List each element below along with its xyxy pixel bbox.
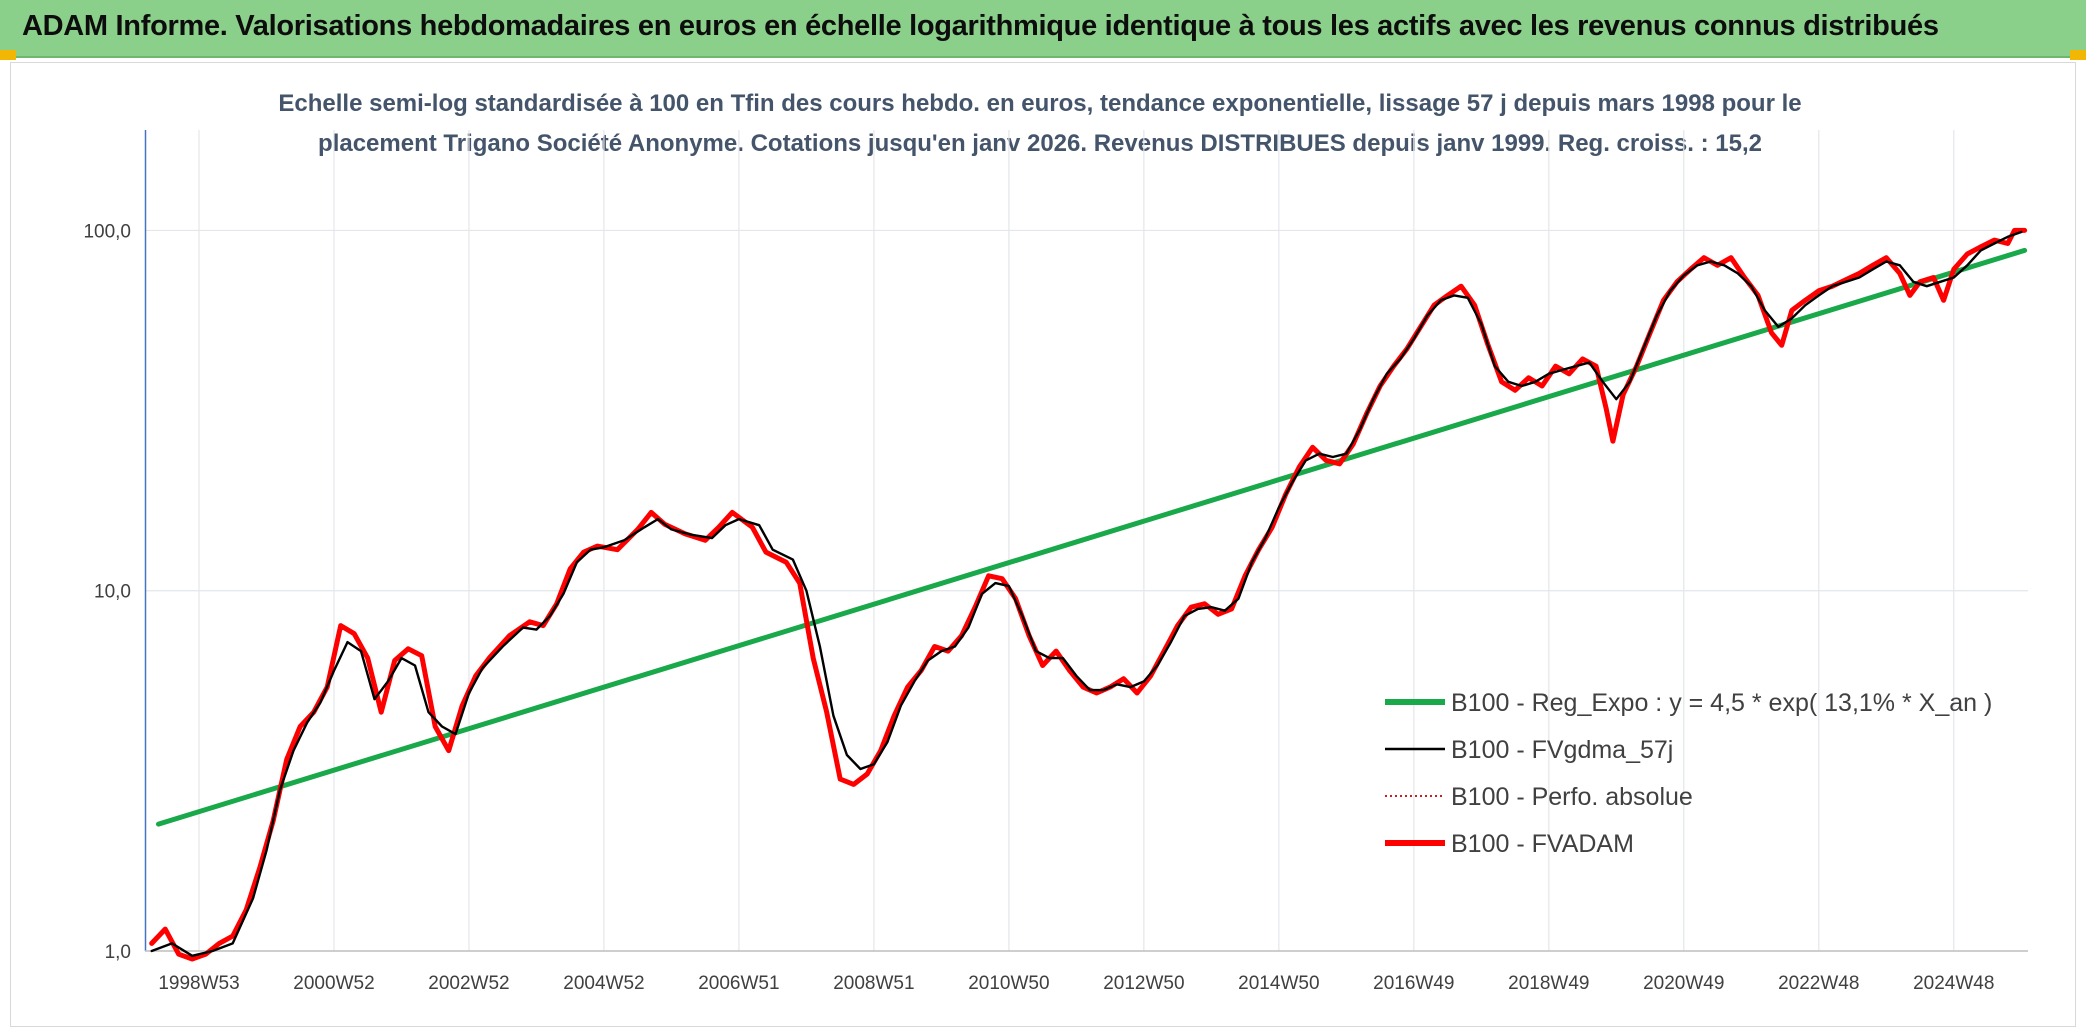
x-tick-label: 2010W50 (968, 973, 1049, 994)
header-banner: ADAM Informe. Valorisations hebdomadaire… (0, 0, 2086, 58)
x-tick-label: 1998W53 (158, 973, 239, 994)
x-tick-label: 2016W49 (1373, 973, 1454, 994)
x-tick-label: 2012W50 (1103, 973, 1184, 994)
series-line-3 (149, 227, 2028, 962)
axes (144, 130, 2028, 952)
x-tick-label: 2004W52 (563, 973, 644, 994)
series-layer (149, 227, 2028, 962)
series-line-2 (150, 229, 2026, 960)
x-tick-label: 2020W49 (1643, 973, 1724, 994)
y-tick-label: 1,0 (105, 942, 131, 963)
series-line-1 (150, 230, 2023, 957)
legend-entry: B100 - FVgdma_57j (1451, 736, 1673, 764)
x-tick-label: 2022W48 (1778, 973, 1859, 994)
legend-entry: B100 - Perfo. absolue (1451, 783, 1693, 811)
legend-entry: B100 - Reg_Expo : y = 4,5 * exp( 13,1% *… (1451, 689, 1992, 717)
chart-title: Echelle semi-log standardisée à 100 en T… (240, 84, 1840, 164)
x-tick-label: 2002W52 (428, 973, 509, 994)
legend-entry: B100 - FVADAM (1451, 830, 1634, 858)
x-tick-label: 2024W48 (1913, 973, 1994, 994)
x-tick-label: 2008W51 (833, 973, 914, 994)
tick-labels: 1998W53 2000W52 2002W52 2004W52 2006W51 2008W… (83, 221, 1994, 994)
legend: B100 - Reg_Expo : y = 4,5 * exp( 13,1% *… (1385, 689, 1992, 858)
chart-title-line-2: placement Trigano Société Anonyme. Cotat… (318, 130, 1762, 157)
chart-title-line-1: Echelle semi-log standardisée à 100 en T… (278, 90, 1802, 117)
corner-marker-right (2070, 50, 2086, 60)
y-tick-label: 100,0 (83, 221, 131, 242)
series-line-0 (156, 247, 2028, 827)
y-tick-label: 10,0 (94, 582, 131, 603)
chart-frame (10, 62, 2076, 1027)
x-tick-label: 2000W52 (293, 973, 374, 994)
banner-title: ADAM Informe. Valorisations hebdomadaire… (22, 10, 1939, 42)
x-tick-label: 2018W49 (1508, 973, 1589, 994)
x-tick-label: 2006W51 (698, 973, 779, 994)
x-tick-label: 2014W50 (1238, 973, 1319, 994)
corner-marker-left (0, 50, 16, 60)
